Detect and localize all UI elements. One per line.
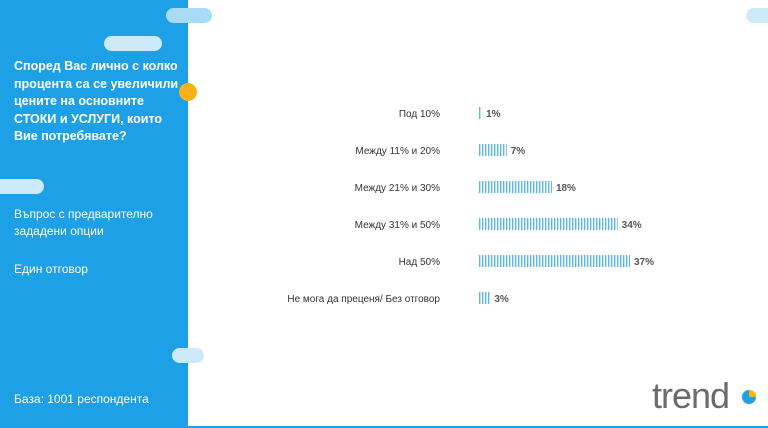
category-label: Между 21% и 30% (355, 183, 440, 194)
decor-pill (0, 179, 44, 194)
category-label: Под 10% (399, 109, 440, 120)
category-label: Не мога да преценя/ Без отговор (287, 294, 440, 305)
value-label: 7% (511, 146, 526, 157)
decor-pill (172, 348, 204, 363)
value-label: 1% (486, 109, 501, 120)
bar (478, 292, 491, 304)
bar (478, 107, 483, 119)
bottom-rule (188, 426, 768, 428)
question-type: Въпрос с предварително зададени опции (14, 207, 153, 238)
accent-dot (179, 83, 197, 101)
bar (478, 218, 618, 230)
category-label: Между 31% и 50% (355, 220, 440, 231)
answer-mode: Един отговор (14, 262, 88, 276)
decor-pill (166, 8, 212, 23)
value-label: 37% (634, 257, 654, 268)
bar (478, 144, 507, 156)
sidebar: Според Вас лично с колко процента са се … (0, 0, 188, 428)
svg-text:trend: trend (652, 375, 729, 416)
value-label: 3% (494, 294, 509, 305)
category-label: Между 11% и 20% (355, 146, 440, 157)
bar (478, 181, 552, 193)
value-label: 18% (556, 183, 576, 194)
decor-pill (746, 8, 768, 23)
question-text: Според Вас лично с колко процента са се … (14, 59, 179, 143)
category-label: Над 50% (399, 257, 441, 268)
bar (478, 255, 630, 267)
value-label: 34% (622, 220, 642, 231)
decor-pill (104, 36, 162, 51)
base-count: База: 1001 респондента (14, 392, 149, 406)
bar-chart: Под 10% 1% Между 11% и 20% 7% Между 21% и 30… (287, 107, 654, 305)
trend-logo: trend (652, 375, 756, 416)
